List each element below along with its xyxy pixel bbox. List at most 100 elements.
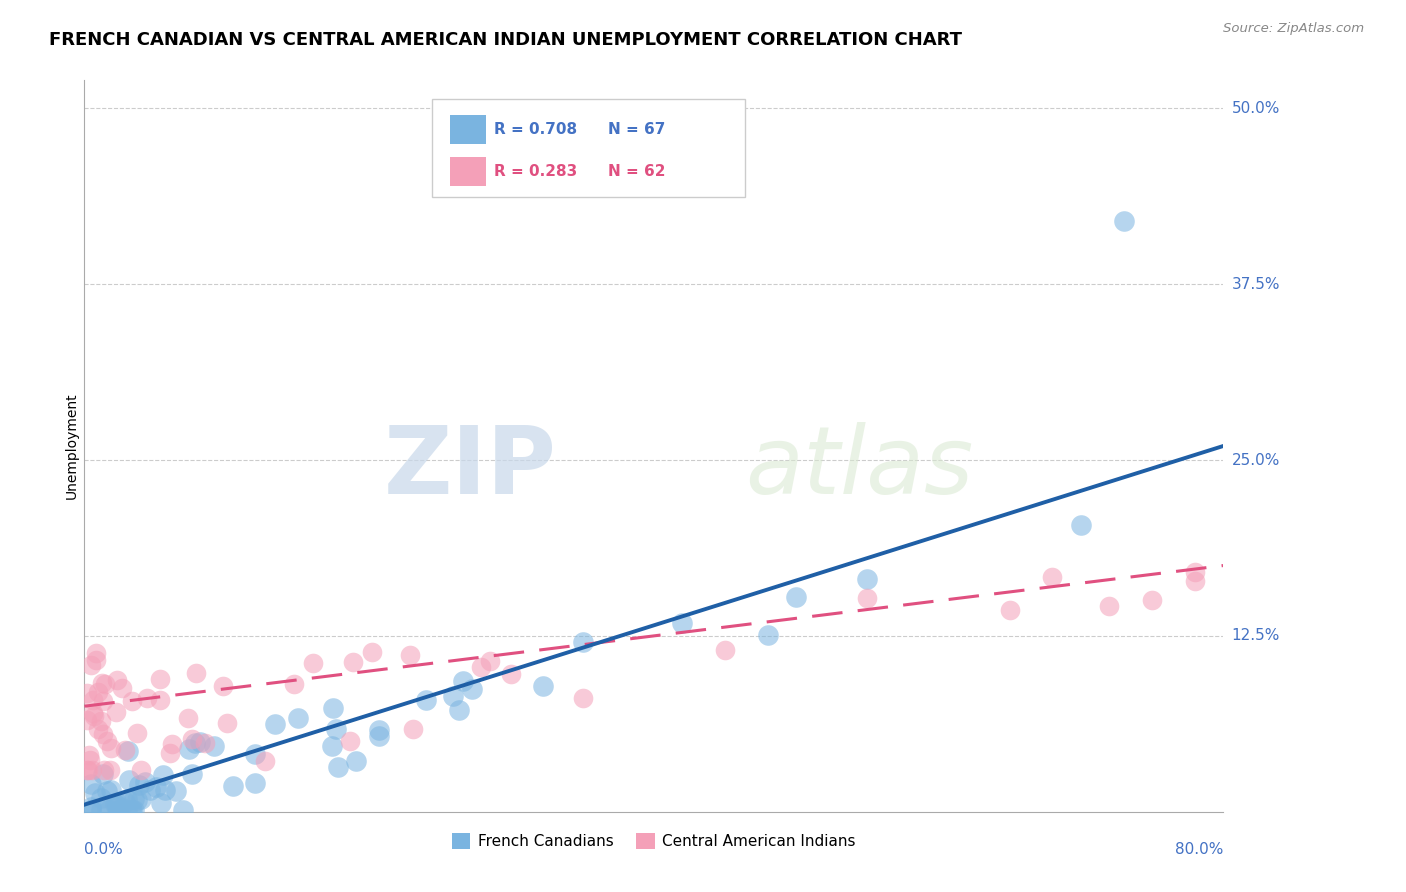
Point [714,643,737,657]
Point [1112,214,1135,228]
Text: atlas: atlas [745,423,973,514]
Point [181,767,204,781]
Point [326,760,349,774]
Point [82,693,104,707]
Point [245,776,267,790]
Point [1184,566,1206,580]
Point [114,743,136,757]
Point [176,711,198,725]
Point [339,734,361,748]
Point [100,741,122,756]
Text: 37.5%: 37.5% [1232,277,1279,292]
Point [136,691,159,706]
Point [127,725,149,739]
Point [121,803,143,817]
Point [105,801,128,815]
Point [76,763,98,777]
Point [83,709,105,723]
Point [184,665,207,680]
Point [107,803,129,817]
Legend: French Canadians, Central American Indians: French Canadians, Central American India… [446,827,862,855]
Point [856,591,879,606]
Point [283,677,305,691]
Point [120,803,142,817]
Text: 80.0%: 80.0% [1175,842,1223,857]
Point [501,667,523,681]
Point [998,603,1021,617]
Point [122,803,145,817]
Point [212,679,235,693]
Point [367,730,389,744]
Point [1042,570,1064,584]
Point [221,779,243,793]
Text: R = 0.708: R = 0.708 [495,122,578,137]
Point [118,772,141,787]
Point [84,646,107,660]
Point [361,645,384,659]
Point [398,648,420,662]
Point [287,711,309,725]
Point [100,782,122,797]
Point [145,780,167,794]
Point [104,706,127,720]
Point [91,727,114,741]
Point [401,722,423,736]
Point [322,701,344,715]
Point [159,746,181,760]
FancyBboxPatch shape [450,157,486,186]
Point [202,739,225,753]
Point [79,753,101,767]
Point [756,628,779,642]
Point [129,792,152,806]
Point [321,739,343,753]
Point [180,731,202,746]
Point [114,795,136,809]
Point [1140,593,1163,607]
Point [90,803,112,817]
Point [107,799,129,814]
Text: 12.5%: 12.5% [1232,628,1279,643]
Point [152,767,174,781]
Point [90,675,112,690]
Point [1070,518,1092,533]
Point [149,693,172,707]
Point [671,615,693,630]
Point [76,713,98,727]
Point [96,803,118,817]
Point [461,681,484,696]
Point [172,803,194,817]
Text: 25.0%: 25.0% [1232,452,1279,467]
Text: N = 67: N = 67 [609,122,665,137]
Point [90,714,112,728]
Point [1098,599,1121,613]
Point [84,653,107,667]
Point [1184,574,1206,588]
Point [138,783,160,797]
Point [785,590,807,604]
Point [217,716,239,731]
Point [302,656,325,670]
Point [571,691,593,706]
Point [82,706,104,720]
Point [87,722,110,736]
Point [188,734,211,748]
Point [80,777,103,791]
Point [165,784,187,798]
Point [571,634,593,648]
Point [93,677,115,691]
Point [80,803,103,817]
Point [79,658,101,673]
Point [117,792,139,806]
Point [96,734,118,748]
Point [93,694,115,708]
Text: 0.0%: 0.0% [84,842,124,857]
Point [111,681,134,695]
Y-axis label: Unemployment: Unemployment [65,392,79,500]
Point [131,763,153,777]
Point [184,736,207,750]
Point [451,674,474,689]
Point [368,723,391,738]
Point [87,685,110,699]
Point [93,763,115,777]
Point [96,783,118,797]
